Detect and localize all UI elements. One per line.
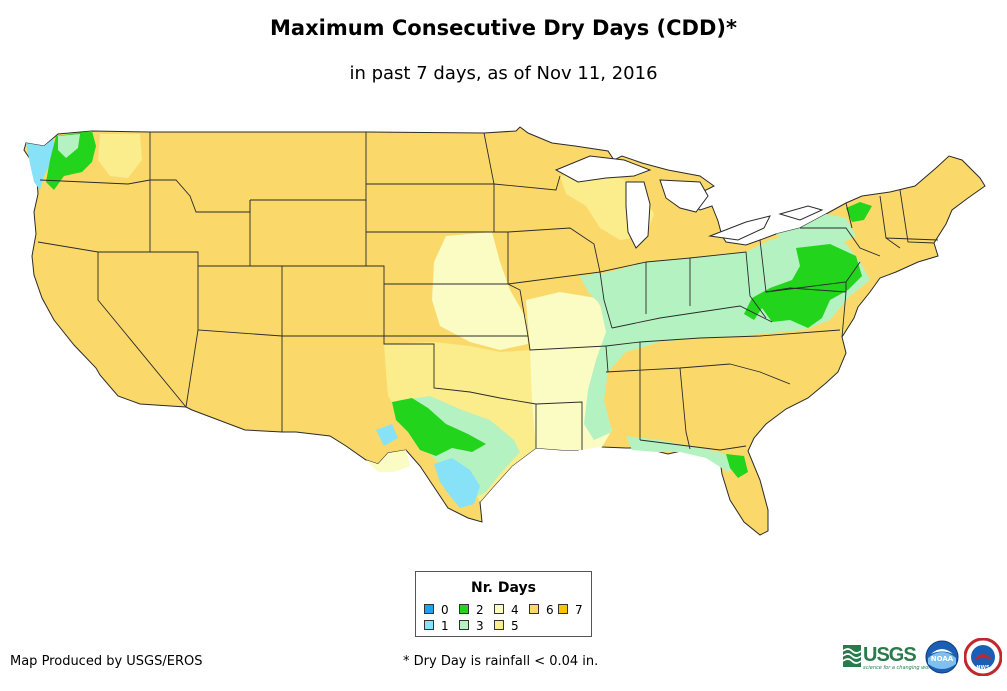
usgs-logo: USGS science for a changing world	[843, 643, 935, 671]
usgs-logo-tagline: science for a changing world	[863, 665, 935, 671]
legend-label-5: 5	[511, 619, 519, 633]
legend-item-2: 2	[459, 603, 499, 617]
lake-huron	[659, 179, 709, 213]
map-title: Maximum Consecutive Dry Days (CDD)*	[270, 16, 737, 40]
region-ne-cat2	[846, 202, 872, 222]
legend-swatch-0	[424, 604, 434, 614]
usgs-wave-icon	[843, 645, 861, 667]
great-lakes	[554, 155, 824, 249]
noaa-logo-text: NOAA	[931, 655, 954, 663]
lake-erie	[708, 215, 771, 241]
noaa-logo: NOAA	[925, 640, 959, 674]
legend-item-3: 3	[459, 619, 499, 633]
region-fl-cat2	[726, 454, 748, 478]
footnote-text: * Dry Day is rainfall < 0.04 in.	[403, 654, 599, 669]
legend-item-4: 4	[494, 603, 534, 617]
nws-logo: NWS	[964, 638, 1002, 676]
region-gulf-cat3	[626, 436, 740, 472]
region-wa-cat5	[98, 134, 142, 178]
region-coast-cat4	[366, 450, 410, 472]
legend-swatch-4	[494, 604, 504, 614]
nws-logo-text: NWS	[976, 665, 990, 671]
region-plains-cat4	[432, 232, 528, 350]
legend-label-6: 6	[546, 603, 554, 617]
region-wa-cat1	[26, 138, 54, 190]
legend-swatch-1	[424, 620, 434, 630]
map-subtitle: in past 7 days, as of Nov 11, 2016	[349, 63, 658, 84]
credit-text: Map Produced by USGS/EROS	[10, 654, 203, 669]
legend-label-0: 0	[441, 603, 449, 617]
state-borders	[37, 132, 939, 451]
legend-swatch-7	[558, 604, 568, 614]
legend-swatch-5	[494, 620, 504, 630]
legend-label-3: 3	[476, 619, 484, 633]
legend-item-7: 7	[558, 603, 588, 617]
legend-swatch-2	[459, 604, 469, 614]
legend-label-2: 2	[476, 603, 484, 617]
region-overlays	[26, 131, 872, 508]
legend-item-1: 1	[424, 619, 464, 633]
legend-swatch-3	[459, 620, 469, 630]
region-tx-cat1	[434, 458, 480, 508]
usgs-logo-text: USGS	[863, 644, 917, 666]
legend: Nr. Days 0 1 2 3 4 5 6 7	[415, 571, 592, 637]
region-tx-west-cat1	[376, 424, 398, 446]
legend-label-4: 4	[511, 603, 519, 617]
legend-item-6: 6	[529, 603, 569, 617]
legend-item-0: 0	[424, 603, 464, 617]
lake-superior	[554, 155, 652, 183]
legend-item-5: 5	[494, 619, 534, 633]
lake-ontario	[778, 205, 824, 221]
legend-swatch-6	[529, 604, 539, 614]
lake-michigan	[625, 181, 651, 249]
region-wa-cat3	[58, 134, 80, 158]
legend-title: Nr. Days	[471, 580, 536, 596]
region-appalachia-cat2	[744, 244, 862, 328]
region-tx-cat2	[392, 398, 486, 456]
region-ne-cat3	[776, 214, 856, 246]
legend-label-1: 1	[441, 619, 449, 633]
legend-label-7: 7	[575, 603, 583, 617]
